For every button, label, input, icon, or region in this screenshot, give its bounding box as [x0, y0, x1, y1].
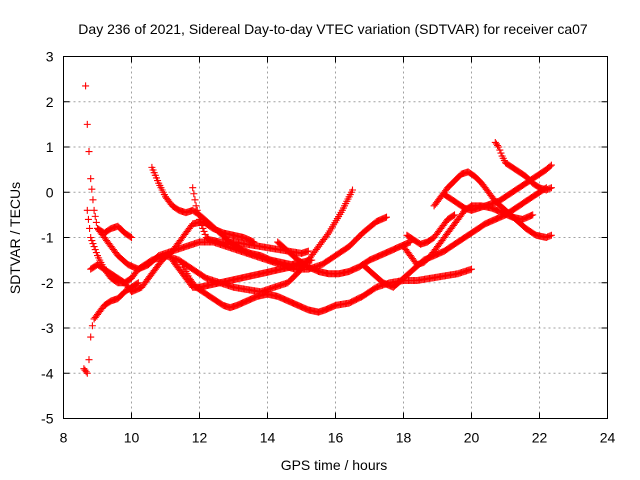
data-point [547, 184, 555, 192]
y-tick-label: -2 [41, 275, 54, 291]
data-point [87, 175, 95, 183]
data-point [323, 231, 331, 239]
data-point [190, 190, 198, 198]
x-tick-label: 14 [260, 430, 276, 446]
data-point [89, 240, 97, 248]
x-tick-label: 20 [464, 430, 480, 446]
y-tick-label: -5 [41, 411, 54, 427]
data-point [546, 162, 554, 170]
data-point [126, 233, 134, 241]
data-point [128, 234, 135, 241]
data-point [546, 232, 554, 240]
data-point [91, 246, 99, 254]
x-tick-label: 8 [60, 430, 68, 446]
data-point [304, 247, 312, 255]
data-point [83, 369, 91, 377]
x-tick-label: 18 [396, 430, 412, 446]
y-axis-ticks: -5 -4 -3 -2 -1 0 1 2 3 [41, 49, 608, 427]
series-s8 [179, 261, 475, 316]
data-point [546, 184, 554, 192]
data-point [547, 161, 555, 169]
x-tick-label: 22 [532, 430, 548, 446]
y-tick-label: -4 [41, 365, 54, 381]
data-point [468, 265, 475, 273]
x-tick-label: 12 [192, 430, 208, 446]
data-points [80, 82, 555, 377]
data-point [497, 149, 505, 157]
data-point [189, 184, 197, 192]
data-point [90, 243, 98, 251]
data-point [199, 224, 207, 232]
data-point [82, 368, 90, 376]
data-point [84, 215, 92, 223]
data-point [308, 256, 316, 264]
data-point [201, 230, 209, 238]
data-point [494, 141, 502, 149]
y-tick-label: -1 [41, 230, 54, 246]
data-point [89, 196, 97, 204]
x-axis-label: GPS time / hours [281, 457, 388, 473]
data-point [90, 206, 98, 214]
data-point [87, 333, 95, 341]
data-point [88, 185, 96, 193]
data-point [196, 215, 203, 223]
data-point [349, 186, 356, 194]
data-point [192, 202, 200, 210]
series-s1 [82, 82, 135, 241]
data-point [82, 82, 90, 90]
y-tick-label: -3 [41, 320, 54, 336]
series-s16 [403, 211, 458, 248]
data-point [194, 211, 202, 219]
data-point [92, 249, 100, 257]
data-point [449, 212, 457, 220]
data-point [134, 279, 142, 287]
chart-title: Day 236 of 2021, Sidereal Day-to-day VTE… [78, 21, 588, 37]
y-tick-label: 0 [46, 184, 54, 200]
data-point [88, 322, 96, 330]
data-point [197, 218, 205, 226]
series-s7 [189, 184, 312, 257]
data-point [198, 221, 206, 229]
data-point [383, 213, 390, 221]
data-point [85, 148, 93, 156]
x-tick-label: 24 [600, 430, 616, 446]
y-tick-label: 1 [46, 139, 54, 155]
data-point [191, 196, 199, 204]
x-tick-label: 16 [328, 430, 344, 446]
y-tick-label: 3 [46, 49, 54, 65]
data-point [496, 146, 504, 154]
data-point [88, 237, 96, 245]
data-point [200, 227, 208, 235]
plot-frame [63, 56, 608, 419]
data-point [86, 224, 94, 232]
data-point [87, 234, 95, 241]
data-point [529, 211, 537, 219]
data-point [92, 218, 100, 226]
data-point [451, 211, 458, 219]
data-point [495, 143, 503, 151]
y-axis-label: SDTVAR / TECUs [7, 182, 23, 294]
data-point [193, 206, 201, 214]
data-point [85, 356, 93, 364]
data-point [83, 120, 91, 128]
data-point [547, 231, 555, 239]
series-s15 [440, 161, 555, 214]
y-tick-label: 2 [46, 94, 54, 110]
grid [63, 56, 608, 419]
series-s2 [80, 279, 142, 377]
x-tick-label: 10 [124, 430, 140, 446]
data-point [83, 206, 91, 214]
data-point [91, 212, 99, 220]
